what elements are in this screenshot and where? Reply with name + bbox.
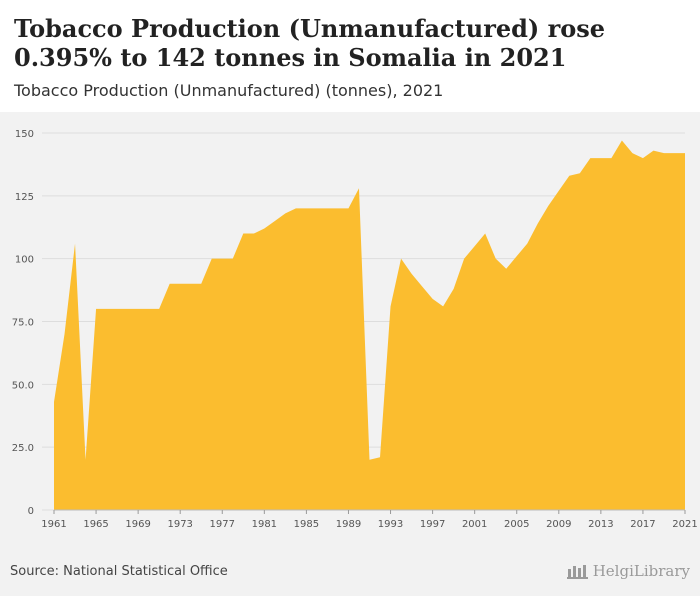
data-point	[473, 245, 476, 248]
data-point	[400, 257, 403, 260]
library-icon	[566, 565, 588, 579]
x-tick-label: 2021	[672, 519, 697, 530]
data-point	[305, 207, 308, 210]
data-point	[53, 400, 56, 403]
x-tick-label: 1997	[420, 519, 445, 530]
brand-name: HelgiLibrary	[592, 562, 690, 580]
data-point	[158, 307, 161, 310]
x-tick-label: 1985	[294, 519, 319, 530]
data-point	[557, 189, 560, 192]
x-tick-label: 2005	[504, 519, 529, 530]
data-point	[357, 187, 360, 190]
data-point	[189, 282, 192, 285]
data-point	[284, 212, 287, 215]
x-tick-label: 1973	[167, 519, 192, 530]
x-tick-label: 2001	[462, 519, 487, 530]
source-note: Source: National Statistical Office	[10, 564, 228, 579]
data-point	[210, 257, 213, 260]
data-point	[231, 257, 234, 260]
chart-plot-area: 0 25.0 50.0 75.0 100 125 150 1961 1965 1969 1973 19…	[0, 112, 700, 546]
brand-logo[interactable]: HelgiLibrary	[566, 562, 690, 580]
data-point	[200, 282, 203, 285]
chart-title: Tobacco Production (Unmanufactured) rose…	[14, 14, 606, 72]
data-point	[252, 232, 255, 235]
data-point	[463, 257, 466, 260]
x-tick-label: 1961	[41, 519, 66, 530]
data-point	[599, 157, 602, 160]
data-point	[137, 307, 140, 310]
data-point	[105, 307, 108, 310]
chart-subtitle: Tobacco Production (Unmanufactured) (ton…	[14, 81, 444, 100]
data-point	[410, 272, 413, 275]
data-point	[242, 232, 245, 235]
data-point	[536, 222, 539, 225]
data-point	[547, 204, 550, 207]
x-tick-label: 1993	[378, 519, 403, 530]
x-tick-label: 1969	[125, 519, 150, 530]
data-point	[179, 282, 182, 285]
data-point	[347, 207, 350, 210]
data-point	[631, 152, 634, 155]
data-point	[147, 307, 150, 310]
y-tick-label: 25.0	[12, 443, 34, 454]
x-tick-label: 1977	[210, 519, 235, 530]
data-point	[442, 305, 445, 308]
x-tick-label: 1965	[83, 519, 108, 530]
data-point	[336, 207, 339, 210]
area-chart: 0 25.0 50.0 75.0 100 125 150 1961 1965 1969 1973 19…	[12, 129, 698, 530]
data-point	[662, 152, 665, 155]
data-point	[95, 307, 98, 310]
x-tick-label: 2013	[588, 519, 613, 530]
data-point	[168, 282, 171, 285]
data-point	[568, 174, 571, 177]
data-point	[421, 285, 424, 288]
data-point	[578, 172, 581, 175]
data-point	[389, 305, 392, 308]
y-tick-label: 75.0	[12, 318, 34, 329]
data-point	[63, 333, 66, 336]
data-point	[452, 287, 455, 290]
data-point	[431, 297, 434, 300]
x-tick-label: 1981	[252, 519, 277, 530]
data-point	[84, 458, 87, 461]
data-point	[263, 227, 266, 230]
footer: Source: National Statistical Office Helg…	[0, 546, 700, 596]
data-point	[74, 242, 77, 245]
data-point	[221, 257, 224, 260]
data-point	[379, 456, 382, 459]
x-tick-label: 2009	[546, 519, 571, 530]
data-point	[116, 307, 119, 310]
data-point	[505, 267, 508, 270]
data-point	[610, 157, 613, 160]
x-tick-label: 1989	[336, 519, 361, 530]
data-point	[494, 257, 497, 260]
data-point	[620, 139, 623, 142]
data-point	[315, 207, 318, 210]
y-tick-label: 50.0	[12, 380, 34, 391]
y-tick-label: 0	[28, 506, 34, 517]
data-point	[684, 152, 687, 155]
y-tick-label: 150	[15, 129, 34, 140]
data-point	[273, 219, 276, 222]
y-tick-label: 100	[15, 255, 34, 266]
data-point	[652, 149, 655, 152]
data-point	[484, 232, 487, 235]
data-point	[368, 458, 371, 461]
data-point	[126, 307, 129, 310]
x-tick-label: 2017	[630, 519, 655, 530]
area-series	[54, 140, 685, 510]
data-point	[526, 242, 529, 245]
data-point	[326, 207, 329, 210]
data-point	[515, 255, 518, 258]
y-tick-label: 125	[15, 192, 34, 203]
data-point	[294, 207, 297, 210]
data-point	[641, 157, 644, 160]
data-point	[589, 157, 592, 160]
data-point	[673, 152, 676, 155]
